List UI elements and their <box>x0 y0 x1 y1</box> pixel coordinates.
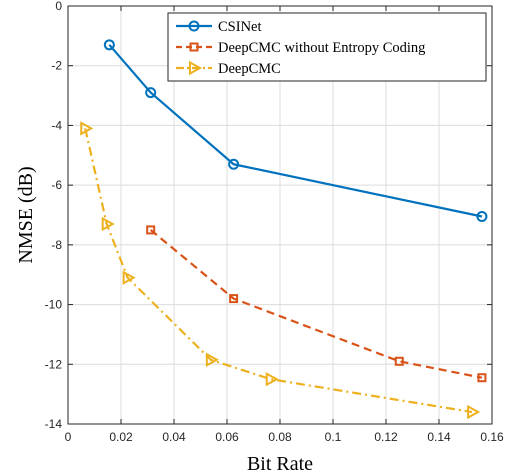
x-tick-label: 0.16 <box>480 430 504 444</box>
ticks-layer: 0 0.02 0.04 0.06 0.08 0.1 0.12 0.14 0.16 0 -2 -4 -6 -… <box>45 0 504 444</box>
legend-label: DeepCMC <box>218 61 281 77</box>
x-tick-label: 0.06 <box>215 430 239 444</box>
y-tick-label: -12 <box>45 357 63 371</box>
data-point-triangle <box>122 270 136 285</box>
data-point-triangle <box>265 372 279 387</box>
y-axis-label: NMSE (dB) <box>15 166 37 263</box>
data-point-square <box>394 356 404 366</box>
x-tick-label: 0.14 <box>427 430 451 444</box>
series-line <box>149 229 483 379</box>
legend-box <box>167 12 487 82</box>
x-tick-label: 0 <box>65 430 72 444</box>
x-tick-label: 0.1 <box>325 430 342 444</box>
data-point-circle <box>145 87 157 99</box>
legend: CSINet DeepCMC without Entropy Coding Deep… <box>167 12 487 82</box>
y-tick-label: -2 <box>51 59 62 73</box>
data-point-circle <box>476 210 488 222</box>
data-point-triangle <box>205 352 219 367</box>
series-2 <box>80 121 481 420</box>
y-tick-label: -8 <box>51 238 62 252</box>
data-point-triangle <box>467 404 481 420</box>
data-point-circle <box>103 39 115 51</box>
data-point-triangle <box>101 216 115 232</box>
y-tick-label: -6 <box>51 178 62 192</box>
y-tick-label: -4 <box>51 118 62 132</box>
y-tick-label: -10 <box>45 298 63 312</box>
data-point-circle <box>228 158 240 170</box>
data-point-square <box>229 294 239 304</box>
x-axis-label: Bit Rate <box>247 453 313 475</box>
legend-label: CSINet <box>218 19 262 35</box>
y-tick-label: -14 <box>45 417 63 431</box>
series-1 <box>146 225 487 383</box>
x-tick-label: 0.12 <box>374 430 398 444</box>
data-point-square <box>477 373 487 383</box>
x-tick-label: 0.08 <box>268 430 292 444</box>
data-point-square <box>189 42 199 52</box>
data-point-triangle <box>189 60 203 76</box>
data-point-circle <box>188 20 200 32</box>
series-0 <box>103 39 488 222</box>
series-line <box>84 128 473 414</box>
series-layer <box>80 39 488 420</box>
y-tick-label: 0 <box>55 0 62 13</box>
series-line <box>108 44 483 218</box>
legend-label: DeepCMC without Entropy Coding <box>218 40 425 56</box>
data-point-square <box>146 225 156 235</box>
x-tick-label: 0.02 <box>109 430 133 444</box>
data-point-triangle <box>80 121 94 136</box>
x-tick-label: 0.04 <box>162 430 186 444</box>
